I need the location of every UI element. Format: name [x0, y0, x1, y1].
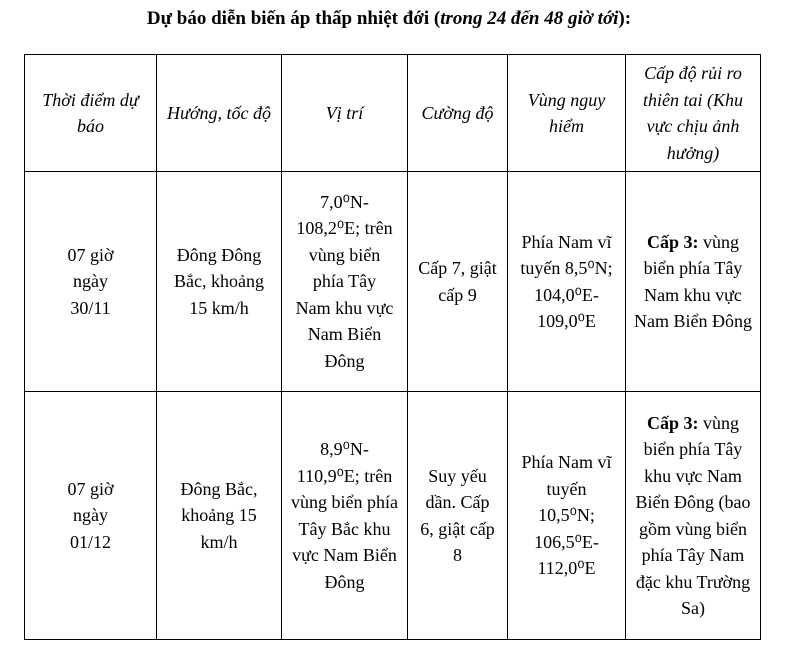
table-header-row: Thời điểm dự báo Hướng, tốc độ Vị trí Cư… [24, 54, 761, 172]
cell-direction: Đông Đông Bắc, khoảng 15 km/h [156, 171, 282, 392]
cell-time: 07 giờ ngày 01/12 [24, 391, 157, 640]
cell-position: 8,9⁰N-110,9⁰E; trên vùng biển phía Tây B… [281, 391, 408, 640]
cell-direction: Đông Bắc, khoảng 15 km/h [156, 391, 282, 640]
cell-risk: Cấp 3: vùng biển phía Tây Nam khu vực Na… [625, 171, 761, 392]
header-direction: Hướng, tốc độ [156, 54, 282, 172]
header-time: Thời điểm dự báo [24, 54, 157, 172]
header-danger-zone: Vùng nguy hiểm [507, 54, 626, 172]
forecast-title: Dự báo diễn biến áp thấp nhiệt đới (tron… [0, 8, 760, 30]
risk-level: Cấp 3: [646, 231, 699, 252]
risk-level: Cấp 3: [646, 412, 699, 433]
forecast-table: Thời điểm dự báo Hướng, tốc độ Vị trí Cư… [24, 54, 761, 640]
header-position: Vị trí [281, 54, 408, 172]
cell-intensity: Suy yếu dần. Cấp 6, giật cấp 8 [407, 391, 508, 640]
cell-danger-zone: Phía Nam vĩ tuyến 10,5⁰N; 106,5⁰E-112,0⁰… [507, 391, 626, 640]
title-main: Dự báo diễn biến áp thấp nhiệt đới ( [146, 8, 441, 29]
header-risk-level: Cấp độ rủi ro thiên tai (Khu vực chịu ản… [625, 54, 761, 172]
title-end: ): [618, 8, 632, 29]
cell-intensity: Cấp 7, giật cấp 9 [407, 171, 508, 392]
table-row: 07 giờ ngày 01/12 Đông Bắc, khoảng 15 km… [24, 391, 761, 640]
cell-position: 7,0⁰N-108,2⁰E; trên vùng biển phía Tây N… [281, 171, 408, 392]
cell-time: 07 giờ ngày 30/11 [24, 171, 157, 392]
header-intensity: Cường độ [407, 54, 508, 172]
risk-area: vùng biển phía Tây Nam khu vực Nam Biển … [634, 231, 752, 332]
cell-risk: Cấp 3: vùng biển phía Tây khu vực Nam Bi… [625, 391, 761, 640]
title-italic: trong 24 đến 48 giờ tới [440, 8, 619, 29]
risk-area: vùng biển phía Tây khu vực Nam Biển Đông… [635, 412, 751, 619]
table-row: 07 giờ ngày 30/11 Đông Đông Bắc, khoảng … [24, 171, 761, 392]
cell-danger-zone: Phía Nam vĩ tuyến 8,5⁰N; 104,0⁰E-109,0⁰E [507, 171, 626, 392]
